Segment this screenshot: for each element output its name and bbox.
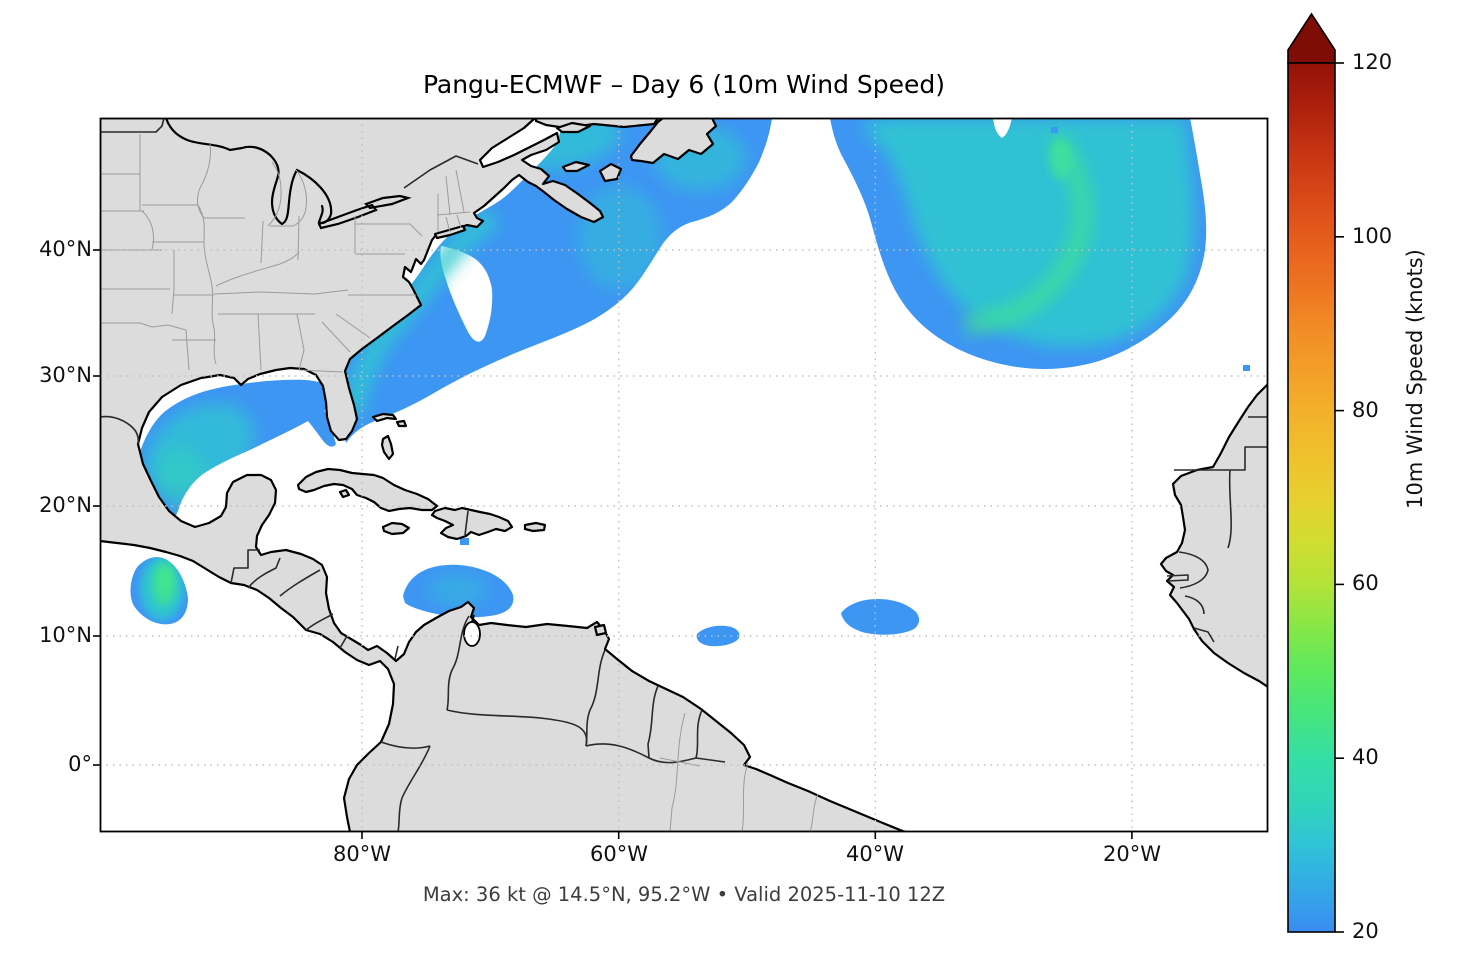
state-borders xyxy=(100,134,819,832)
wind-patch-east-coast-gulf-stream xyxy=(341,118,772,443)
land-anticosti xyxy=(555,121,592,134)
border-us-canada xyxy=(100,118,165,133)
wind-patch-florida-west-shelf xyxy=(295,399,336,447)
land-americas-mainland xyxy=(100,118,908,832)
x-tick-label-80w: 80°W xyxy=(333,842,391,866)
x-tick-label-20w: 20°W xyxy=(1103,842,1161,866)
y-tick-label-30n: 30°N xyxy=(39,363,92,387)
lake-maracaibo xyxy=(463,614,481,647)
y-tick-label-0: 0° xyxy=(68,752,92,776)
colorbar-tick-label-80: 80 xyxy=(1352,398,1379,422)
land-trinidad xyxy=(593,623,608,637)
lake-ontario-outline xyxy=(363,194,412,210)
y-tick-label-40n: 40°N xyxy=(39,237,92,261)
plot-frame xyxy=(99,117,1269,833)
wind-field-layer xyxy=(130,118,1250,647)
wind-patch-tropical-atlantic-east xyxy=(841,599,920,635)
land-newfoundland xyxy=(629,118,718,165)
country-borders xyxy=(100,118,1268,832)
colorbar-tick-label-20: 20 xyxy=(1352,919,1379,943)
wind-patch-southern-caribbean xyxy=(403,564,514,618)
x-tick-label-40w: 40°W xyxy=(846,842,904,866)
land-puerto-rico xyxy=(523,521,547,533)
land-west-africa xyxy=(1159,382,1268,689)
lake-erie-outline xyxy=(317,203,378,230)
y-tick-label-20n: 20°N xyxy=(39,493,92,517)
colorbar xyxy=(1287,12,1344,933)
colorbar-tick-marks xyxy=(1335,62,1344,933)
colorbar-tick-label-100: 100 xyxy=(1352,224,1393,248)
colorbar-gradient-bar xyxy=(1287,62,1336,933)
plot-caption: Max: 36 kt @ 14.5°N, 95.2°W • Valid 2025… xyxy=(422,883,946,906)
land-jamaica xyxy=(381,521,411,536)
colorbar-tick-label-120: 120 xyxy=(1352,50,1393,74)
land-hispaniola xyxy=(430,506,514,541)
plot-title: Pangu-ECMWF – Day 6 (10m Wind Speed) xyxy=(422,70,946,99)
map-plot-area xyxy=(100,118,1268,832)
colorbar-tick-label-40: 40 xyxy=(1352,745,1379,769)
wind-patch-white-notch xyxy=(993,118,1012,138)
land-bahamas-andros xyxy=(380,434,395,461)
colorbar-axis-label: 10m Wind Speed (knots) xyxy=(1403,249,1427,509)
wind-patch-north-atlantic xyxy=(830,118,1207,369)
land-bahamas-abaco xyxy=(395,419,408,428)
great-lakes-shoreline xyxy=(164,118,412,230)
axis-tick-marks xyxy=(93,249,1133,839)
y-tick-label-10n: 10°N xyxy=(39,623,92,647)
border-st-lawrence xyxy=(403,155,479,189)
x-tick-label-60w: 60°W xyxy=(590,842,648,866)
border-haiti-dr xyxy=(464,510,469,536)
land-prince-edward-island xyxy=(561,160,591,173)
land-bahamas-grand xyxy=(371,412,398,423)
colorbar-extend-arrow xyxy=(1287,12,1336,64)
wind-patch-tehuantepec-max xyxy=(130,557,188,625)
border-us-mexico xyxy=(100,415,140,445)
land-cuba xyxy=(296,467,439,513)
colorbar-tick-label-60: 60 xyxy=(1352,571,1379,595)
land-layer xyxy=(100,118,1268,832)
land-isla-juventud xyxy=(338,488,351,499)
land-cape-breton xyxy=(598,162,623,183)
